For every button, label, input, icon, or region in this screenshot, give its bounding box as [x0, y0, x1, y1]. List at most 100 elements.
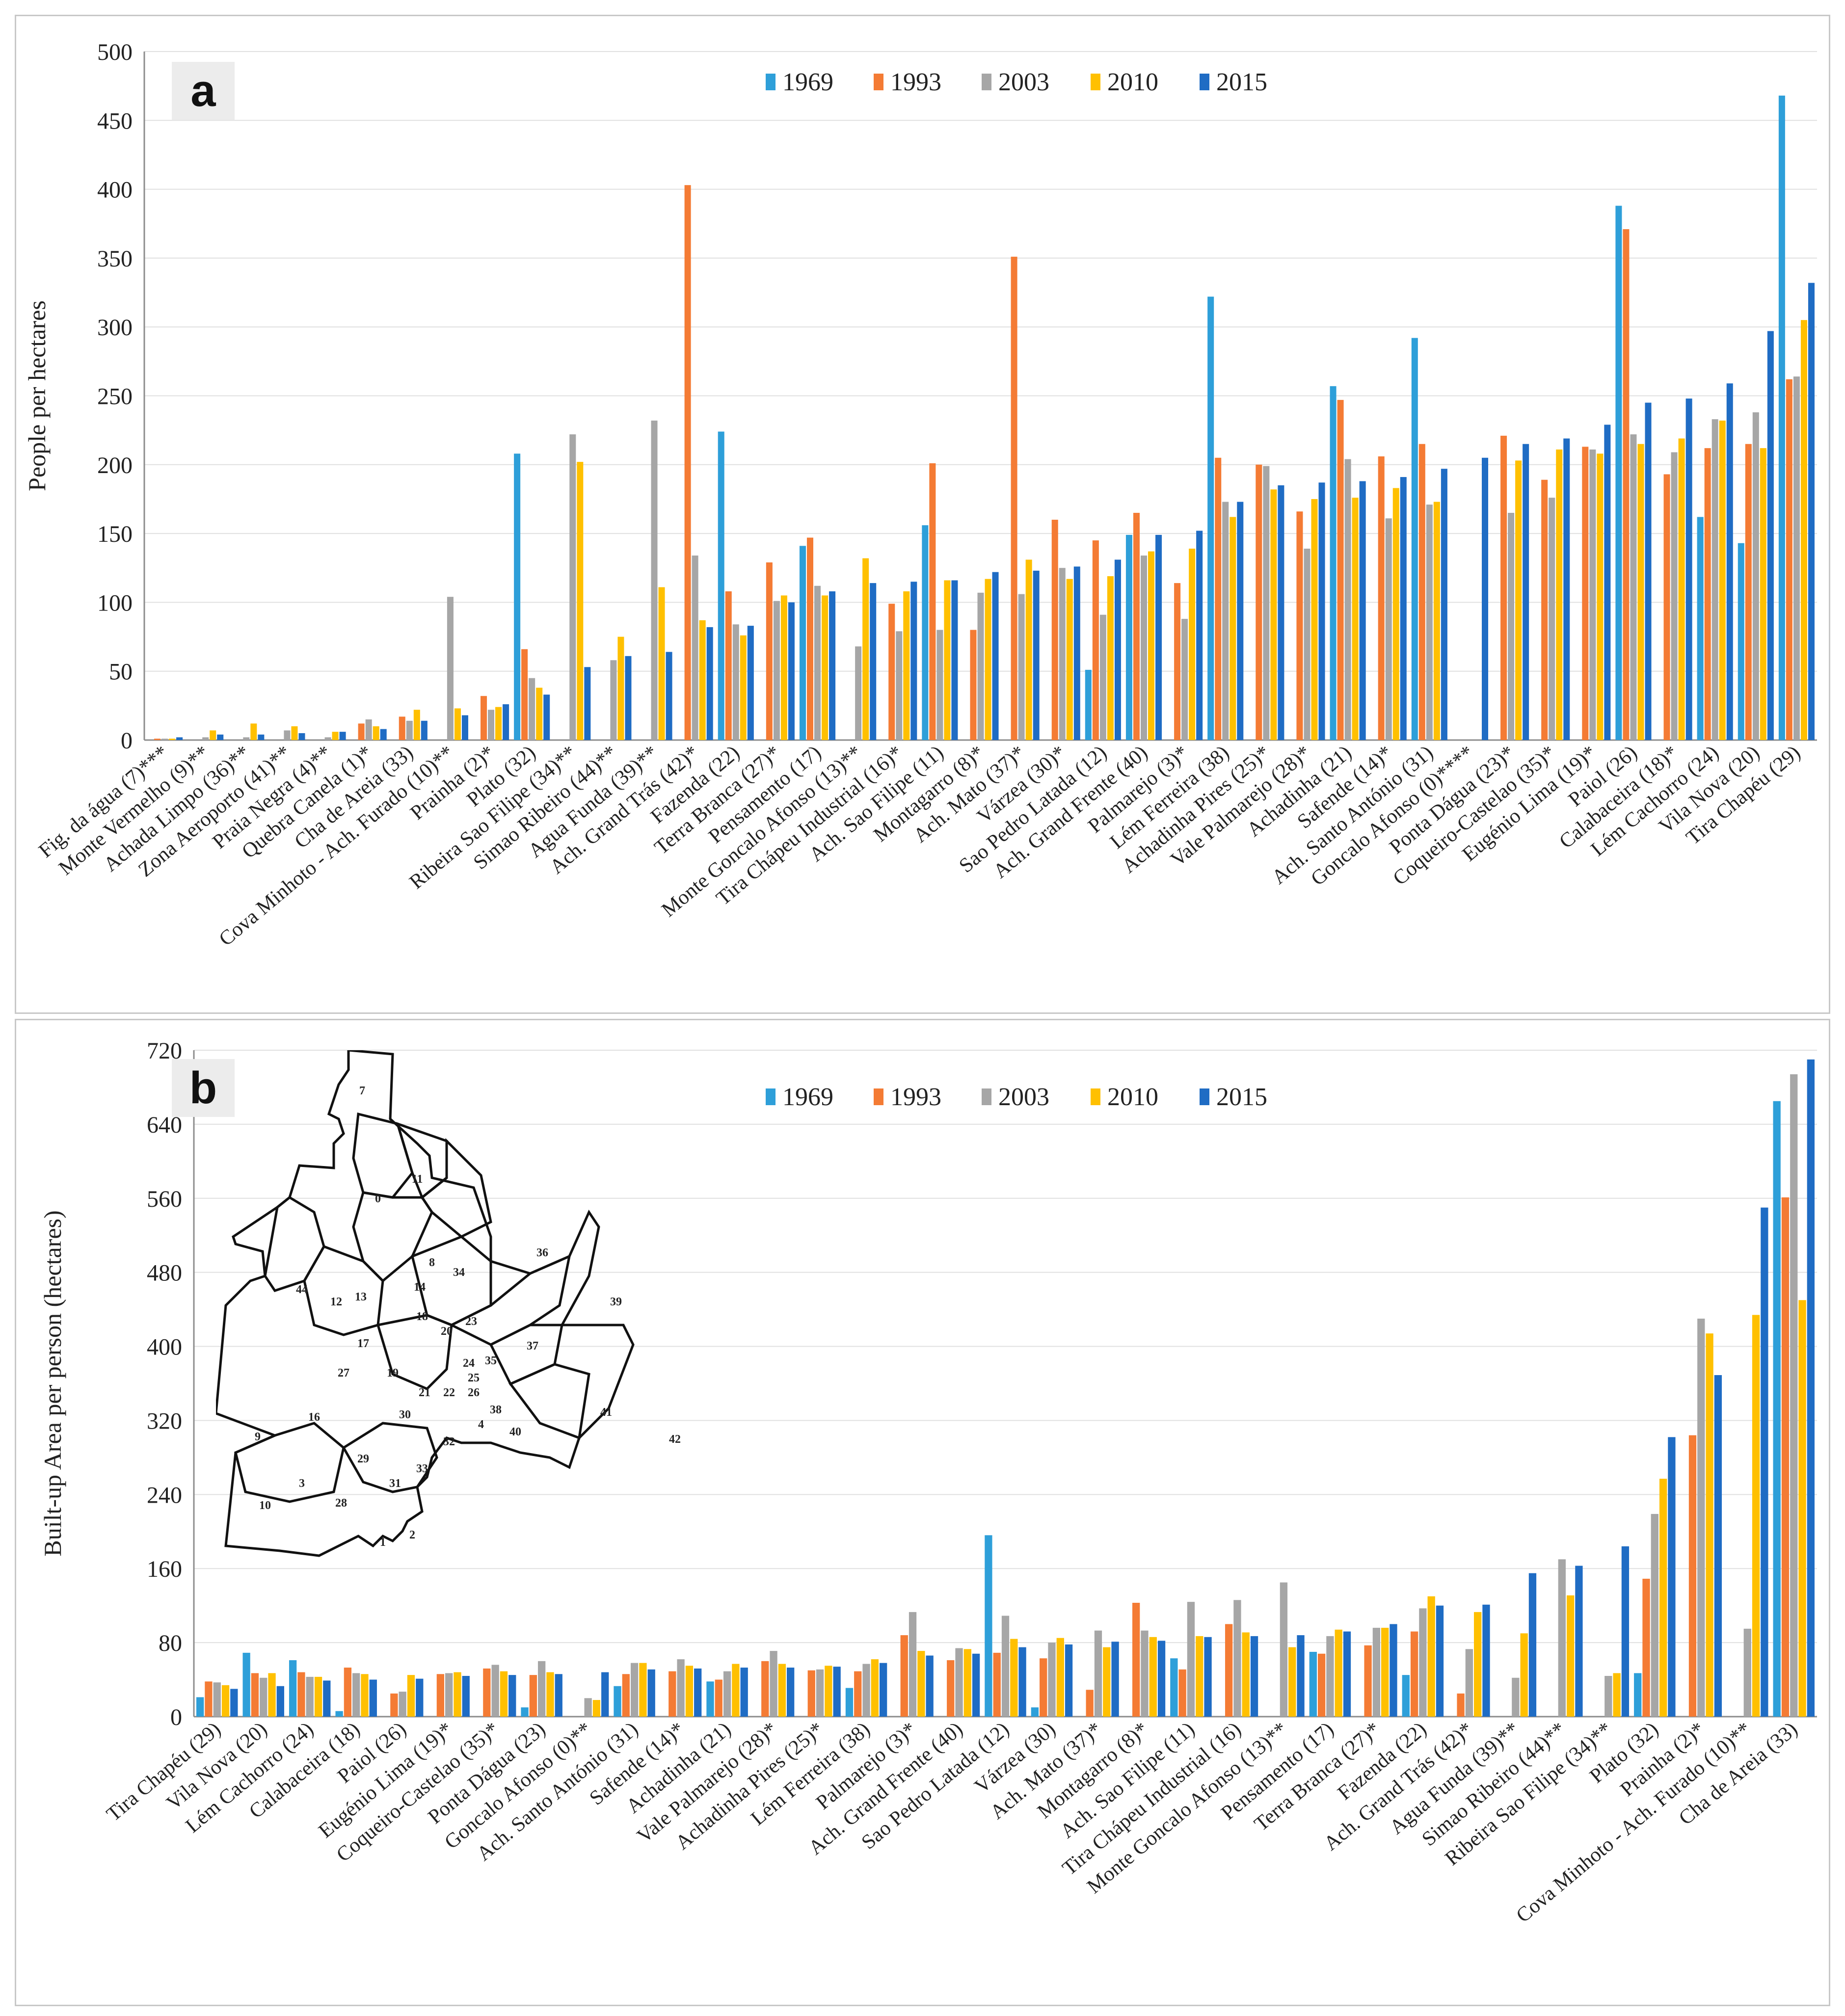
bar-a-1993-plato-32 — [521, 649, 528, 740]
bar-a-1993-vila-nova-20 — [1745, 444, 1752, 740]
bar-b-1993-cha-de-areia-33 — [1781, 1197, 1790, 1717]
bar-a-2010-achada-limpo-36 — [250, 723, 257, 740]
bar-b-2010-cova-minhoto-ach-furado-10 — [1752, 1315, 1760, 1717]
bar-a-2015-tira-ch-peu-industrial-16 — [910, 582, 917, 740]
legend-label-b-1993: 1993 — [890, 1083, 941, 1111]
bar-b-2003-ponta-d-gua-23 — [537, 1661, 546, 1717]
bar-a-2003-safende-14 — [1385, 518, 1392, 740]
bar-a-1969-tira-chap-u-29 — [1778, 95, 1785, 741]
bar-a-1969-ach-sao-filipe-11 — [922, 525, 929, 740]
bar-b-2003-vila-nova-20 — [260, 1677, 267, 1717]
legend-swatch-b-2003 — [982, 1088, 991, 1105]
bar-b-2003-ach-sao-filipe-11 — [1187, 1602, 1195, 1717]
bar-b-2015-coqueiro-castelao-35 — [508, 1675, 516, 1717]
bar-a-2010-prainha-2 — [495, 707, 502, 740]
legend-label-a-2010: 2010 — [1107, 68, 1158, 96]
map-boundary-10 — [342, 1422, 438, 1493]
bar-a-1993-terra-branca-27 — [766, 562, 773, 740]
map-zone-label-40: 40 — [509, 1426, 521, 1438]
map-zone-label-28: 28 — [335, 1497, 347, 1510]
bar-b-2010-calabaceira-18 — [361, 1674, 369, 1717]
bar-b-2015-palmarejo-3 — [926, 1655, 934, 1717]
legend-swatch-a-2010 — [1091, 74, 1100, 90]
bar-a-2015-safende-14 — [1400, 477, 1407, 740]
y-tick-label-a-350: 350 — [97, 246, 133, 272]
bar-a-1993-coqueiro-castelao-35 — [1541, 479, 1548, 740]
bar-b-1993-ach-santo-ant-nio-31 — [622, 1674, 630, 1717]
map-zone-label-37: 37 — [527, 1340, 538, 1353]
map-zone-label-10: 10 — [259, 1499, 271, 1512]
bar-a-2015-l-m-ferreira-38 — [1237, 502, 1244, 740]
y-tick-label-a-150: 150 — [97, 521, 133, 547]
bar-b-2003-goncalo-afonso-0 — [584, 1698, 592, 1717]
map-zone-label-16: 16 — [308, 1411, 320, 1424]
bar-a-1969-ach-grand-frente-40 — [1125, 534, 1132, 740]
map-zone-label-8: 8 — [429, 1256, 435, 1269]
bar-b-1993-ach-mato-37 — [1086, 1690, 1094, 1717]
bar-a-2015-fazenda-22 — [747, 626, 754, 740]
bar-b-2010-coqueiro-castelao-35 — [500, 1671, 508, 1717]
map-zone-label-2: 2 — [409, 1529, 415, 1541]
bar-b-2010-tira-chap-u-29 — [221, 1685, 230, 1717]
bar-a-2010-plato-32 — [536, 688, 543, 740]
bar-a-2003-l-m-cachorro-24 — [1711, 419, 1718, 740]
bar-a-2015-achadinha-pires-25 — [1278, 485, 1284, 740]
bar-b-2010-ach-santo-ant-nio-31 — [639, 1663, 647, 1717]
map-zone-label-41: 41 — [600, 1406, 612, 1419]
bar-b-2003-coqueiro-castelao-35 — [491, 1665, 499, 1717]
bar-b-1993-tira-ch-peu-industrial-16 — [1225, 1624, 1233, 1717]
bar-a-2015-ach-grand-frente-40 — [1155, 534, 1162, 740]
bar-b-1969-plato-32 — [1634, 1673, 1642, 1717]
bar-b-2015-vila-nova-20 — [276, 1686, 284, 1717]
bar-a-2003-zona-aeroporto-41 — [284, 730, 291, 740]
bar-b-1969-ponta-d-gua-23 — [521, 1707, 529, 1717]
panel-a-frame — [15, 15, 1830, 1014]
bar-a-2003-sao-pedro-latada-12 — [1099, 614, 1106, 740]
bar-a-2003-monte-vermelho-9 — [202, 737, 209, 740]
map-zone-label-39: 39 — [610, 1296, 622, 1308]
bar-b-1969-calabaceira-18 — [335, 1711, 343, 1717]
bar-a-1993-ach-grand-frente-40 — [1133, 513, 1140, 740]
bar-a-2003-cha-de-areia-33 — [406, 720, 413, 740]
bar-a-1993-eug-nio-lima-19 — [1582, 447, 1589, 740]
bar-b-2015-v-rzea-30 — [1065, 1644, 1073, 1717]
bar-b-2010-fazenda-22 — [1427, 1596, 1435, 1717]
bar-b-2010-ach-grand-frente-40 — [963, 1649, 971, 1717]
legend-label-b-2003: 2003 — [998, 1083, 1049, 1111]
bar-a-2015-ach-grand-tr-s-42 — [706, 627, 713, 740]
bar-b-1993-l-m-cachorro-24 — [297, 1672, 305, 1717]
bar-b-1969-vila-nova-20 — [242, 1652, 250, 1717]
bar-a-2015-achadinha-21 — [1359, 481, 1366, 740]
bar-b-2015-fazenda-22 — [1436, 1605, 1444, 1717]
bar-b-2015-goncalo-afonso-0 — [601, 1672, 609, 1717]
bar-a-2010-quebra-canela-1 — [373, 726, 379, 740]
bar-a-2010-terra-branca-27 — [780, 595, 787, 740]
bar-b-2003-cha-de-areia-33 — [1790, 1074, 1798, 1717]
bar-a-2010-palmarejo-3 — [1189, 548, 1196, 740]
bar-a-1993-ach-sao-filipe-11 — [929, 463, 936, 740]
map-zone-label-1: 1 — [380, 1536, 386, 1549]
bar-a-2003-quebra-canela-1 — [365, 719, 372, 740]
bar-b-2003-plato-32 — [1651, 1513, 1658, 1717]
bar-a-2015-ach-santo-ant-nio-31 — [1441, 469, 1447, 740]
bar-a-2015-goncalo-afonso-0 — [1482, 457, 1489, 740]
bar-a-2003-ach-mato-37 — [1018, 594, 1025, 740]
bar-b-2003-pensamento-17 — [1326, 1636, 1334, 1717]
bar-a-2003-ach-grand-tr-s-42 — [692, 555, 698, 740]
bar-b-2003-achadinha-pires-25 — [816, 1669, 824, 1717]
bar-a-1993-ach-santo-ant-nio-31 — [1418, 444, 1425, 740]
bar-b-2003-terra-branca-27 — [1372, 1627, 1381, 1717]
bar-a-2003-vale-palmarejo-28 — [1304, 548, 1310, 740]
bar-b-2015-tira-ch-peu-industrial-16 — [1250, 1636, 1258, 1717]
bar-b-2003-monte-goncalo-afonso-13 — [1280, 1582, 1288, 1717]
bar-a-2010-cova-minhoto-ach-furado-10 — [454, 708, 461, 740]
map-zone-label-36: 36 — [536, 1247, 548, 1259]
bar-b-2003-ach-grand-tr-s-42 — [1465, 1649, 1473, 1717]
bar-b-2010-terra-branca-27 — [1381, 1627, 1389, 1717]
bar-b-2010-pensamento-17 — [1335, 1629, 1342, 1717]
y-tick-label-b-80: 80 — [159, 1630, 182, 1656]
bar-a-2003-simao-ribeiro-44 — [610, 660, 617, 740]
map-boundary-5 — [264, 1195, 325, 1292]
map-boundary-6 — [303, 1245, 384, 1336]
map-zone-label-19: 19 — [387, 1367, 399, 1379]
